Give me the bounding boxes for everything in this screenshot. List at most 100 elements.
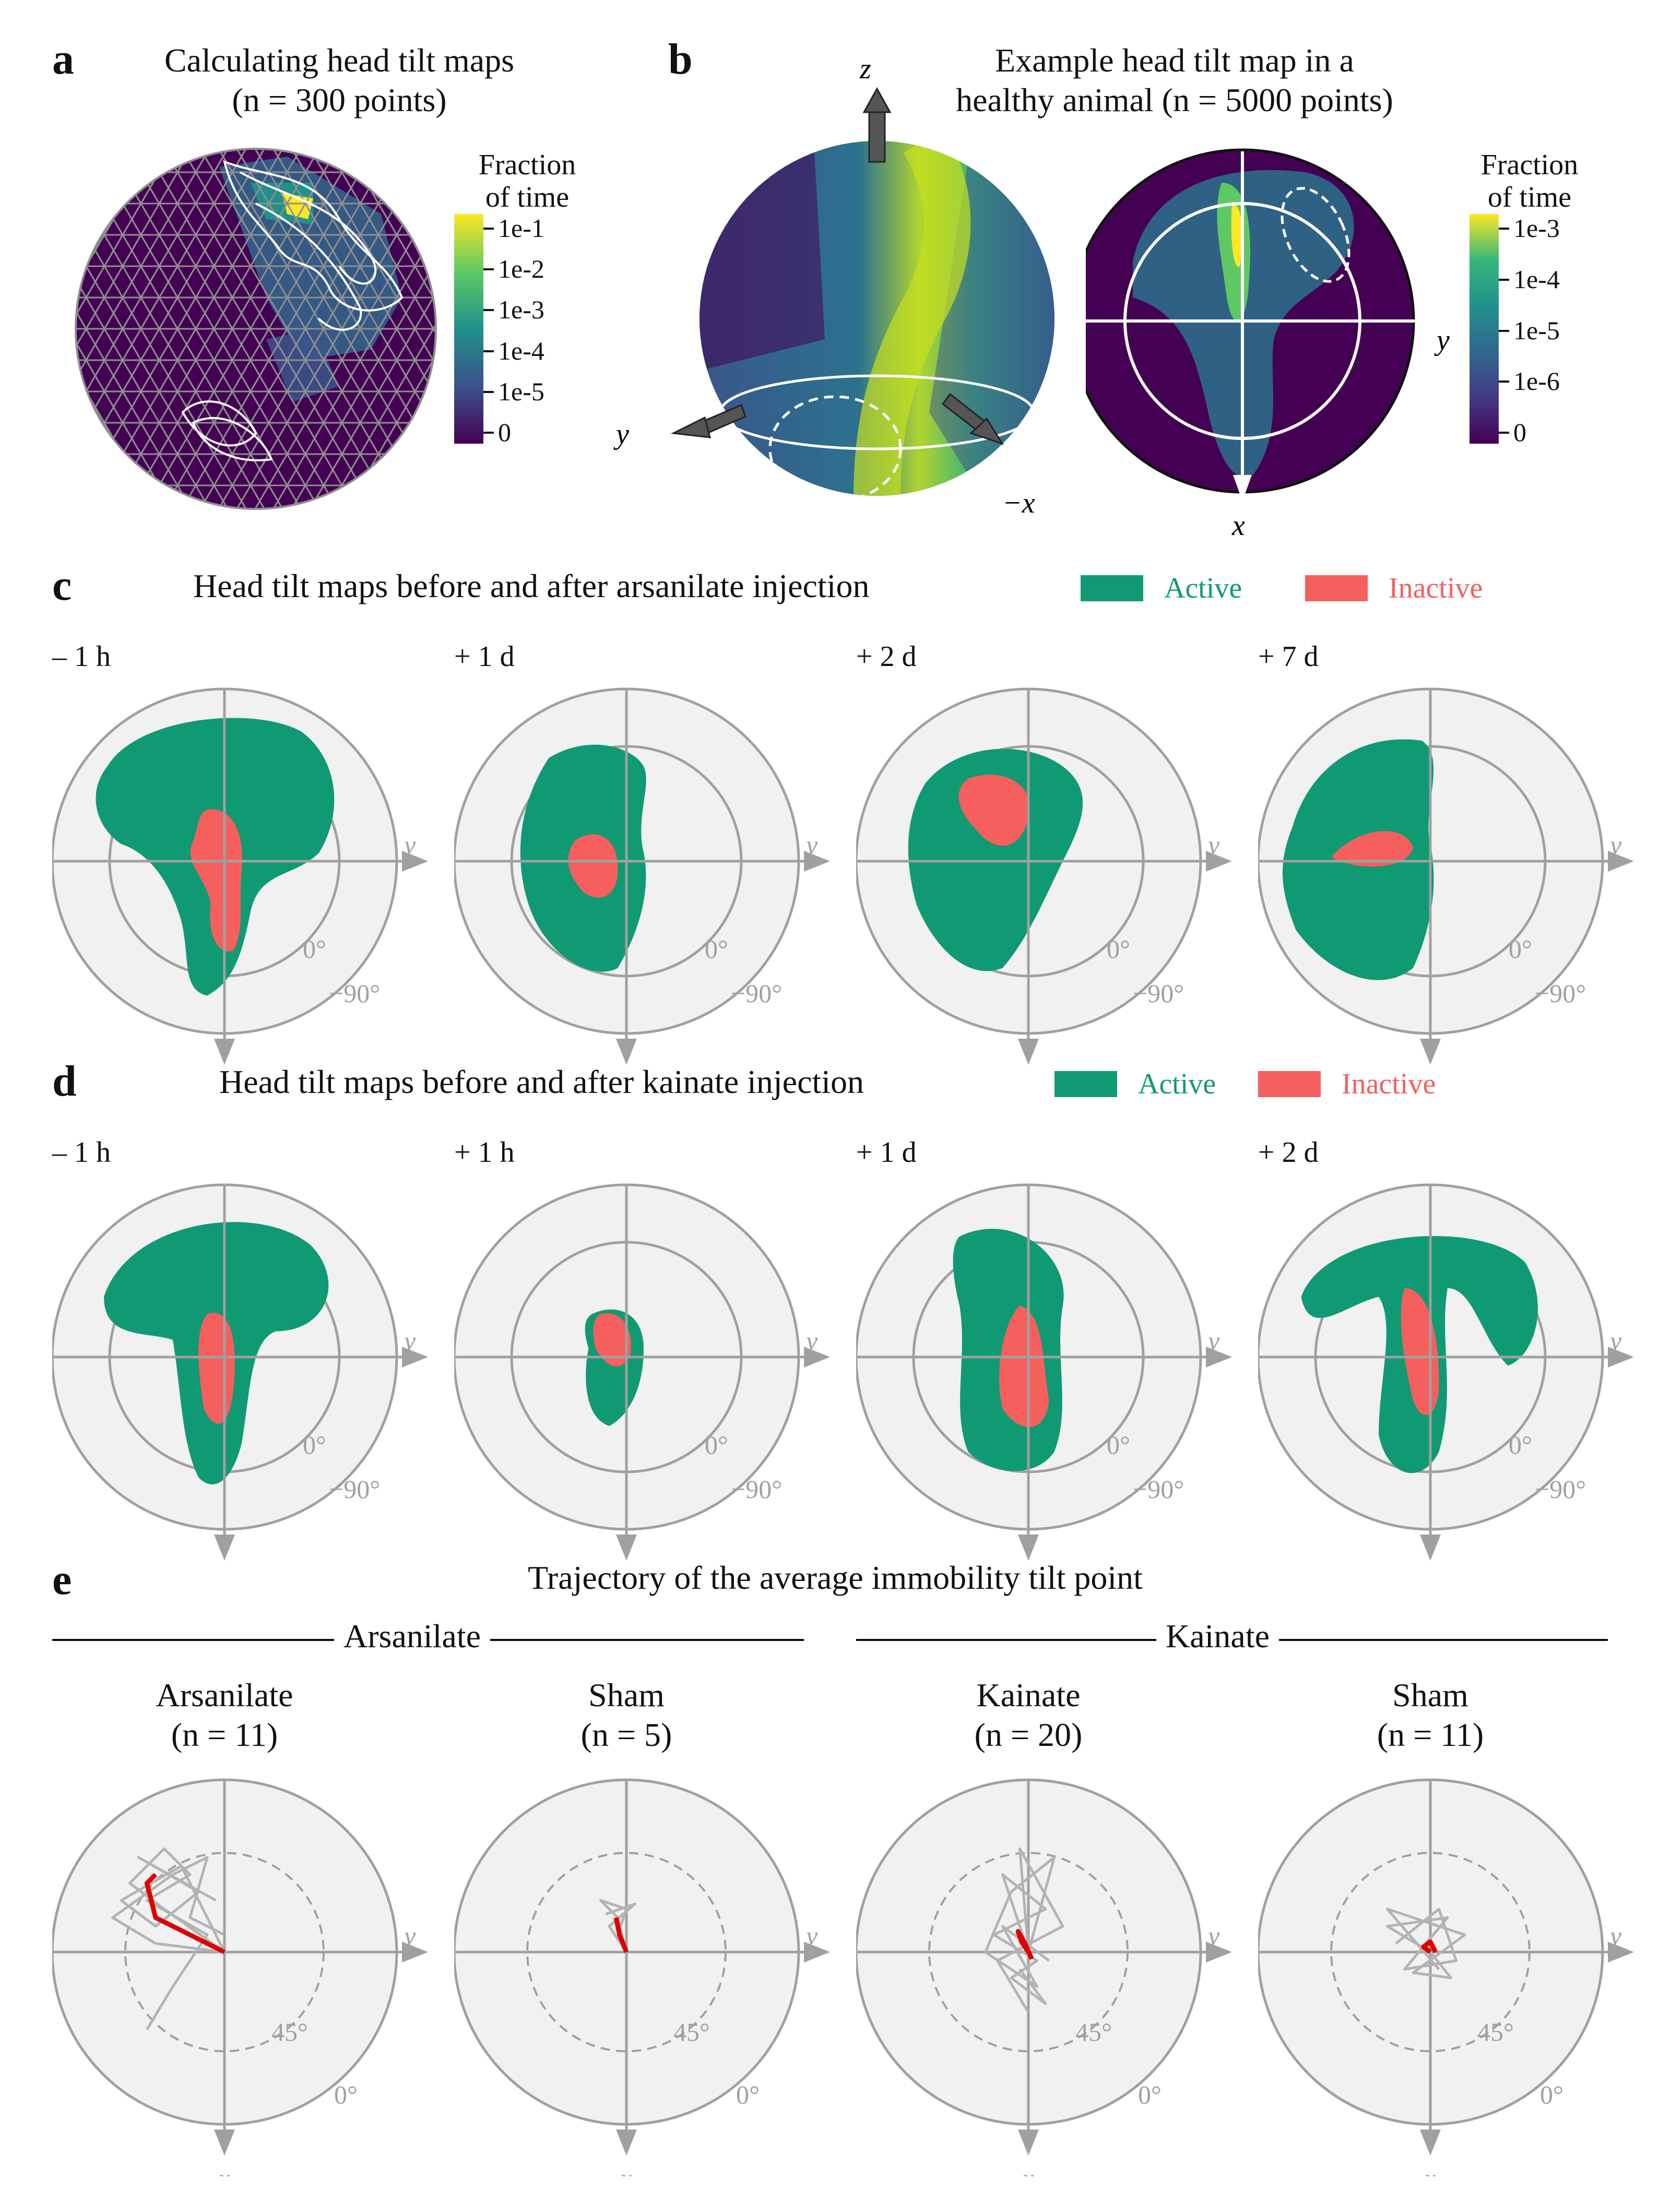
- colorbar-tick-label: 1e-3: [1513, 213, 1560, 243]
- map-x-label: x: [1022, 1073, 1034, 1075]
- map-x-arrowhead: [1420, 1535, 1441, 1561]
- trajectory-y-arrowhead: [402, 1942, 428, 1963]
- map-x-label: x: [1424, 1073, 1436, 1075]
- trajectory-group-n: (n = 5): [580, 1716, 672, 1753]
- map-deg0-label: 0°: [1509, 1430, 1532, 1459]
- trajectory-x-label: x: [620, 2163, 632, 2177]
- trajectory-y-arrowhead: [804, 1942, 830, 1963]
- map-time-label: + 7 d: [1258, 640, 1319, 673]
- panel-d-legend-active: Active: [1054, 1067, 1216, 1101]
- panel-a-sphere: [75, 148, 437, 510]
- trajectory-plot-3: y x 45° 0°: [856, 1778, 1232, 2177]
- map-time-label: + 2 d: [1258, 1136, 1319, 1169]
- disc-highlight-ellipse: [1281, 187, 1350, 283]
- panel-b-sphere-map: z y −x: [613, 53, 1054, 519]
- map-deg90-label: −90°: [731, 1474, 782, 1504]
- panel-b-colorbar: [1469, 214, 1499, 444]
- group-label-kainate: Kainate: [1156, 1620, 1279, 1653]
- map-deg0-label: 0°: [303, 934, 326, 964]
- map-x-label: x: [1022, 1568, 1034, 1571]
- trajectory-plot-header: Kainate (n = 20): [872, 1675, 1185, 1755]
- map-deg0-label: 0°: [1509, 934, 1532, 964]
- map-y-arrowhead: [1206, 1347, 1232, 1367]
- panel-d-legend-inactive: Inactive: [1258, 1067, 1436, 1101]
- trajectory-x-label: x: [218, 2163, 230, 2177]
- trajectory-group-name: Sham: [1392, 1676, 1468, 1714]
- colorbar-tick-label: 1e-4: [1513, 264, 1560, 294]
- trajectory-plot-1: y x 45° 0°: [52, 1778, 428, 2177]
- colorbar-title-line1: Fraction: [478, 149, 576, 181]
- colorbar-tick-label: 1e-6: [1513, 366, 1560, 396]
- map-time-label: + 2 d: [856, 640, 917, 673]
- colorbar-title-line2: of time: [485, 181, 570, 213]
- trajectory-y-label: y: [1205, 1921, 1220, 1951]
- map-x-label: x: [218, 1073, 230, 1075]
- animal-trajectory: [605, 1902, 636, 1953]
- colorbar-tick-mark: [1499, 228, 1509, 230]
- map-y-label: y: [401, 1326, 416, 1355]
- trajectory-plot-4: y x 45° 0°: [1258, 1778, 1634, 2177]
- trajectory-plot-2: y x 45° 0°: [454, 1778, 830, 2177]
- trajectory-plot-header: Sham (n = 11): [1274, 1675, 1587, 1755]
- animal-trajectory: [984, 1856, 1056, 1988]
- map-y-label: y: [1607, 1326, 1622, 1355]
- colorbar-tick-label: 0: [498, 418, 511, 447]
- legend-label-inactive: Inactive: [1389, 572, 1483, 604]
- map-y-arrowhead: [1206, 851, 1232, 872]
- trajectory-x-arrowhead: [1018, 2130, 1039, 2156]
- map-x-label: x: [218, 1568, 230, 1571]
- sphere-hot-band: [854, 141, 971, 496]
- trajectory-deg0-label: 0°: [736, 2080, 760, 2109]
- trajectory-group-n: (n = 20): [974, 1716, 1083, 1753]
- panel-c-title: Head tilt maps before and after arsanila…: [193, 567, 870, 604]
- colorbar-tick-label: 1e-1: [498, 213, 544, 243]
- group-label-arsanilate: Arsanilate: [334, 1620, 490, 1653]
- map-y-label: y: [803, 1326, 818, 1355]
- panel-d-title: Head tilt maps before and after kainate …: [219, 1063, 864, 1100]
- disc-y-label: y: [1434, 324, 1450, 356]
- trajectory-group-n: (n = 11): [1377, 1716, 1484, 1753]
- map-y-arrowhead: [402, 851, 428, 872]
- inactive-region: [999, 1305, 1049, 1428]
- map-deg0-label: 0°: [705, 1430, 728, 1459]
- legend-label-active: Active: [1138, 1068, 1216, 1100]
- map-x-arrowhead: [1018, 1039, 1039, 1065]
- trajectory-deg0-label: 0°: [1138, 2080, 1162, 2109]
- trajectory-x-label: x: [1424, 2163, 1436, 2177]
- map-y-arrowhead: [804, 851, 830, 872]
- map-deg90-label: −90°: [1133, 979, 1184, 1008]
- inactive-region: [1332, 831, 1413, 867]
- trajectory-group-name: Arsanilate: [156, 1676, 293, 1714]
- colorbar-tick-mark: [483, 432, 494, 434]
- legend-swatch-active: [1081, 575, 1143, 601]
- z-axis-arrow: [868, 109, 886, 163]
- animal-trajectory: [996, 1847, 1064, 2013]
- panel-a-colorbar-title: Fraction of time: [459, 149, 595, 213]
- map-deg90-label: −90°: [329, 1474, 380, 1504]
- trajectory-path: [255, 203, 362, 331]
- mean-trajectory: [1421, 1939, 1438, 1954]
- sphere-mesh: [76, 149, 436, 509]
- map-time-label: + 1 d: [856, 1136, 917, 1169]
- colorbar-tick-mark: [1499, 278, 1509, 281]
- map-x-arrowhead: [616, 1535, 637, 1561]
- colorbar-tick-mark: [483, 268, 494, 271]
- panel-b-title: Example head tilt map in a healthy anima…: [861, 41, 1488, 120]
- map-y-label: y: [1205, 1326, 1220, 1355]
- disc-hot-spot: [1231, 204, 1242, 267]
- trajectory-loop: [181, 400, 257, 447]
- trajectory-x-arrowhead: [1420, 2130, 1441, 2156]
- y-axis-arrowhead: [670, 416, 712, 438]
- head-tilt-map-2: y x 0°−90°: [454, 1183, 830, 1571]
- map-time-label: + 1 h: [454, 1136, 515, 1169]
- trajectory-deg0-label: 0°: [1540, 2080, 1563, 2109]
- map-x-label: x: [620, 1568, 632, 1571]
- z-axis-arrowhead: [862, 87, 892, 113]
- map-y-label: y: [1205, 830, 1220, 860]
- legend-swatch-inactive: [1258, 1071, 1321, 1097]
- trajectory-x-arrowhead: [214, 2130, 235, 2156]
- trajectory-deg45-label: 45°: [271, 2017, 308, 2047]
- trajectory-group-name: Sham: [588, 1676, 665, 1714]
- map-y-arrowhead: [402, 1347, 428, 1367]
- panel-b-disc-map: x y: [1086, 148, 1450, 538]
